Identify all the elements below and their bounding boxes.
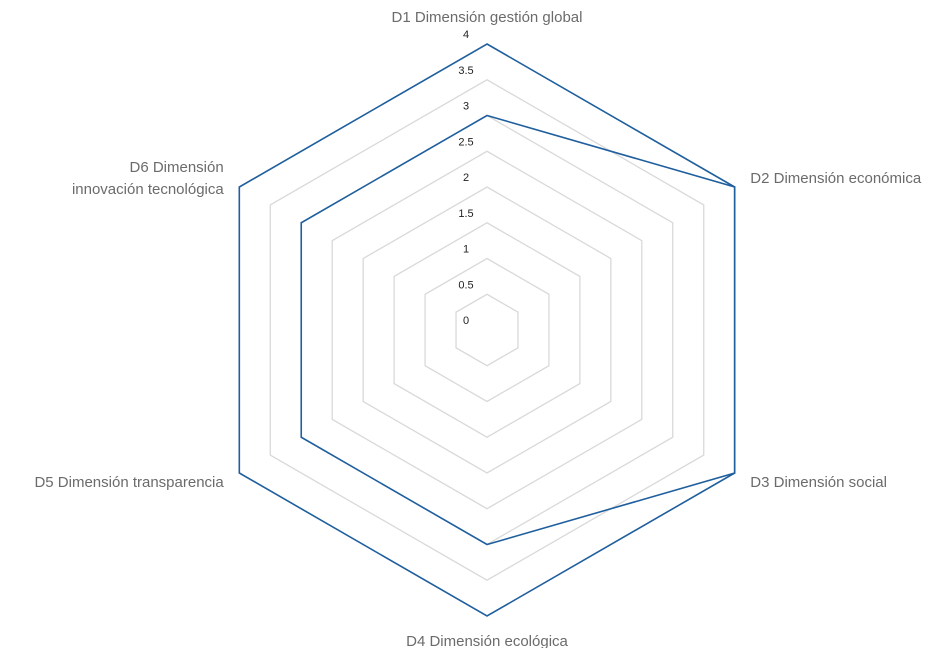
grid-ring-1 [455, 293, 519, 367]
axis-label-2-line-0: D3 Dimensión social [750, 474, 887, 491]
tick-label-5: 2.5 [458, 136, 473, 148]
grid-ring-6 [300, 114, 674, 546]
grid-ring-2 [424, 257, 550, 403]
tick-label-layer: 0 0.5 1 1.5 2 2.5 3 3.5 4 [458, 29, 473, 327]
tick-label-6: 3 [463, 101, 469, 113]
tick-label-3: 1.5 [458, 208, 473, 220]
axis-label-2: D3 Dimensión social [750, 474, 887, 491]
grid-ring-5 [331, 150, 643, 510]
axis-label-layer: D1 Dimensión gestión global D2 Dimensión … [34, 9, 921, 648]
grid-layer [238, 43, 736, 617]
tick-label-1: 0.5 [458, 279, 473, 291]
axis-label-5-line-1: innovación tecnológica [72, 181, 224, 198]
tick-label-4: 2 [463, 172, 469, 184]
grid-ring-4 [362, 186, 612, 474]
axis-label-0: D1 Dimensión gestión global [392, 9, 583, 26]
axis-label-1: D2 Dimensión económica [750, 170, 922, 187]
axis-label-0-line-0: D1 Dimensión gestión global [392, 9, 583, 26]
axis-label-1-line-0: D2 Dimensión económica [750, 170, 922, 187]
tick-label-8: 4 [463, 29, 469, 41]
tick-label-7: 3.5 [458, 65, 473, 77]
grid-ring-8 [238, 43, 736, 617]
axis-label-4: D5 Dimensión transparencia [34, 474, 224, 491]
axis-label-5-line-0: D6 Dimensión [130, 159, 224, 176]
axis-label-3: D4 Dimensión ecológica [406, 633, 568, 648]
axis-label-3-line-0: D4 Dimensión ecológica [406, 633, 568, 648]
tick-label-0: 0 [463, 315, 469, 327]
axis-label-4-line-0: D5 Dimensión transparencia [34, 474, 224, 491]
tick-label-2: 1 [463, 244, 469, 256]
series-layer [238, 43, 736, 617]
axis-label-5: D6 Dimensión innovación tecnológica [72, 159, 224, 198]
grid-ring-7 [269, 78, 705, 582]
grid-ring-3 [393, 221, 581, 439]
series-line-1 [238, 43, 736, 617]
